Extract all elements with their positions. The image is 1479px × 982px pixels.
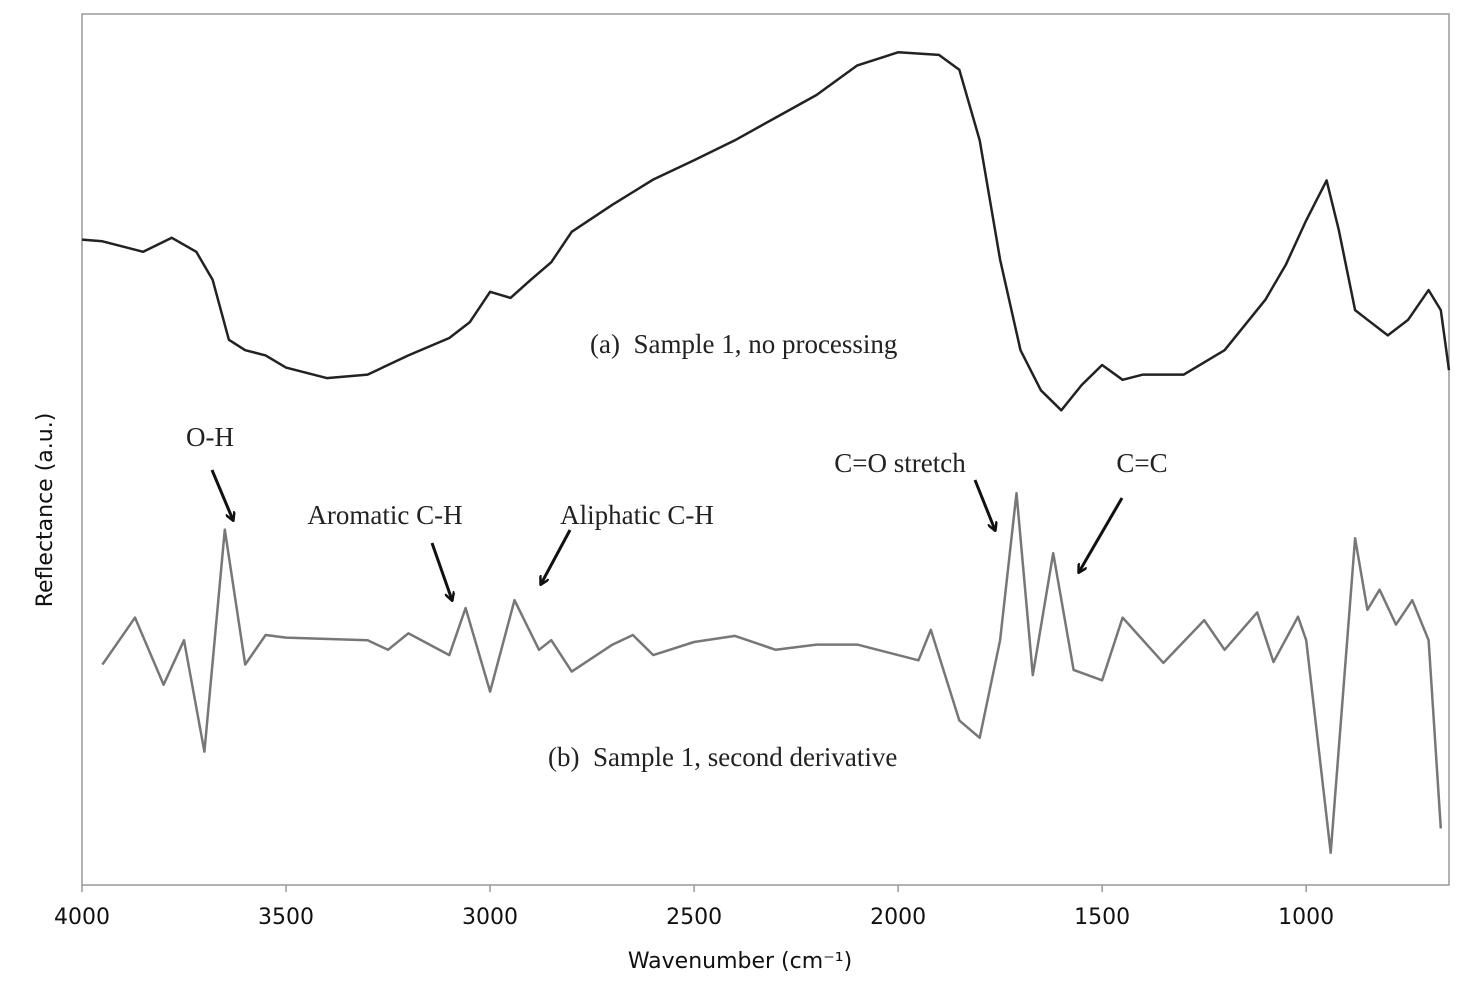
x-axis-label: Wavenumber (cm⁻¹): [628, 949, 852, 974]
x-tick-label: 1000: [1278, 905, 1334, 930]
arrow: [541, 529, 572, 584]
x-tick-label: 1500: [1074, 905, 1130, 930]
x-tick-label: 3500: [258, 905, 314, 930]
y-axis-label: Reflectance (a.u.): [33, 413, 58, 608]
x-tick-label: 2000: [870, 905, 926, 930]
annotation: Aromatic C-H: [307, 500, 462, 530]
annotation: O-H: [186, 422, 234, 452]
annotation: (b) Sample 1, second derivative: [548, 742, 897, 772]
plot-frame: [81, 13, 1450, 886]
x-tick-label: 3000: [462, 905, 518, 930]
arrow: [210, 469, 233, 520]
x-tick-label: 4000: [54, 905, 110, 930]
arrow: [430, 542, 452, 600]
spectrum-line: [81, 51, 1451, 412]
spectrum-line: [101, 491, 1443, 855]
x-tick-label: 2500: [666, 905, 722, 930]
annotation: C=O stretch: [834, 448, 966, 478]
arrow: [973, 479, 995, 530]
annotation: C=C: [1116, 448, 1167, 478]
annotation: Aliphatic C-H: [560, 500, 714, 530]
annotation: (a) Sample 1, no processing: [590, 329, 897, 359]
arrow: [1079, 497, 1124, 572]
